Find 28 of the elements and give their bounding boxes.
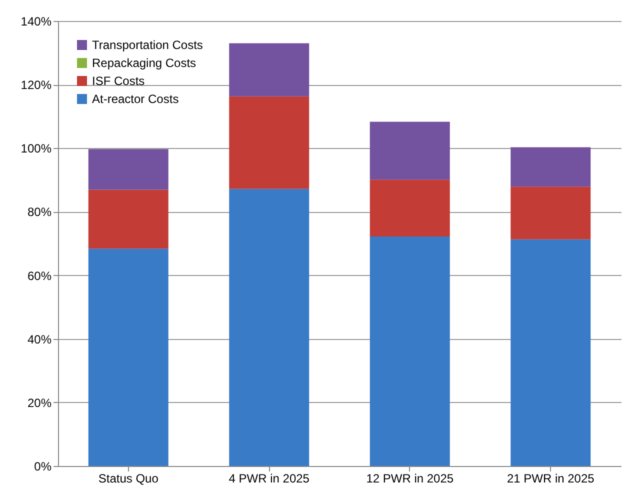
bar	[229, 96, 310, 189]
y-tick-label: 40%	[27, 332, 52, 346]
y-tick-label: 140%	[20, 14, 52, 28]
y-tick-label: 20%	[27, 396, 52, 410]
legend-label: At-reactor Costs	[92, 92, 179, 106]
bar	[88, 248, 168, 466]
y-tick-label: 0%	[34, 460, 52, 474]
x-tick-label: 12 PWR in 2025	[366, 472, 454, 486]
bar	[88, 190, 168, 249]
x-tick-label: Status Quo	[98, 472, 159, 486]
y-tick-label: 120%	[20, 78, 52, 92]
bar	[510, 147, 591, 187]
bar	[510, 239, 591, 466]
legend-label: ISF Costs	[92, 74, 145, 88]
bar	[88, 149, 168, 190]
bar	[229, 188, 310, 466]
y-tick-label: 60%	[27, 268, 52, 283]
bar	[370, 122, 450, 180]
bar	[229, 43, 310, 96]
legend-label: Transportation Costs	[92, 38, 203, 52]
y-tick-label: 80%	[27, 205, 52, 220]
bar	[510, 186, 591, 240]
y-tick-label: 100%	[20, 142, 52, 156]
x-tick-label: 21 PWR in 2025	[506, 472, 595, 486]
x-tick-label: 4 PWR in 2025	[228, 472, 310, 486]
bar	[370, 236, 450, 466]
bar	[370, 180, 450, 237]
legend-label: Repackaging Costs	[92, 56, 196, 70]
